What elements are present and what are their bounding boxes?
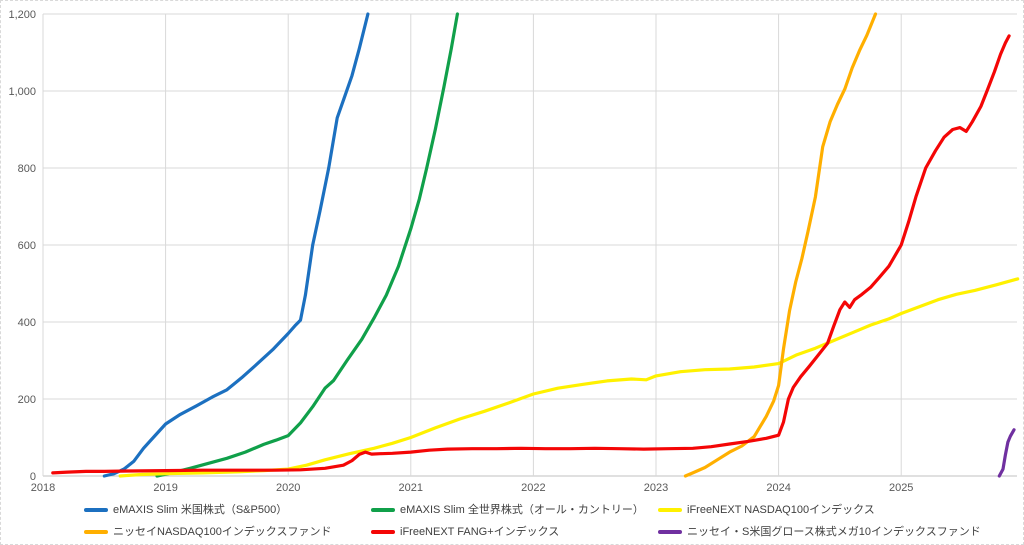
x-axis-tick-label: 2019 (153, 482, 177, 494)
y-axis-tick-label: 800 (18, 163, 36, 175)
x-axis-tick-label: 2018 (31, 482, 55, 494)
x-axis-tick-label: 2022 (521, 482, 545, 494)
y-axis-tick-label: 200 (18, 394, 36, 406)
x-axis-tick-label: 2020 (276, 482, 300, 494)
series-line-4 (51, 34, 1011, 475)
x-axis-tick-label: 2023 (644, 482, 668, 494)
x-axis-tick-label: 2021 (399, 482, 423, 494)
series-line-3 (683, 12, 878, 478)
y-axis-tick-label: 0 (30, 471, 36, 483)
y-axis-tick-label: 400 (18, 317, 36, 329)
series-line-2 (118, 277, 1020, 478)
x-axis-tick-label: 2025 (889, 482, 913, 494)
x-axis-tick-label: 2024 (766, 482, 790, 494)
y-axis-tick-label: 1,000 (8, 86, 36, 98)
y-axis-tick-label: 1,200 (8, 9, 36, 21)
series-line-0 (102, 12, 370, 478)
series-line-1 (155, 12, 459, 478)
series-line-5 (997, 428, 1016, 478)
y-axis-tick-label: 600 (18, 240, 36, 252)
